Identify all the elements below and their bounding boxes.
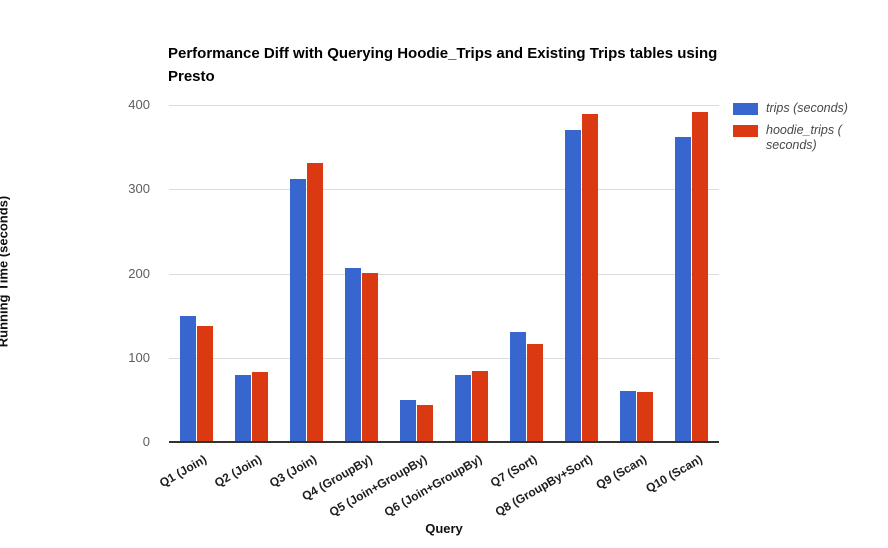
x-tick-label-q1-join: Q1 (Join) [157,452,210,491]
bar-hoodie-trips-q10-scan [692,111,708,442]
bar-trips-q1-join [180,315,196,442]
x-tick-label-q6-join-groupby: Q6 (Join+GroupBy) [381,452,485,520]
x-tick-label-q8-groupby-sort: Q8 (GroupBy+Sort) [492,452,595,519]
bar-hoodie-trips-q1-join [197,325,213,442]
bar-hoodie-trips-q8-groupby-sort [582,114,598,442]
bar-trips-q8-groupby-sort [565,130,581,442]
x-axis-line [169,441,719,443]
bar-trips-q3-join [290,179,306,442]
legend-label: trips (seconds) [766,101,848,115]
bar-trips-q4-groupby [345,267,361,442]
gridline-300 [169,189,719,191]
x-axis-title: Query [425,521,463,536]
legend-item-hoodie-trips: hoodie_trips (seconds) [733,123,873,153]
bar-hoodie-trips-q2-join [252,372,268,442]
bar-hoodie-trips-q9-scan [637,392,653,442]
gridline-200 [169,273,719,275]
legend: trips (seconds) hoodie_trips (seconds) [733,101,873,160]
y-tick-label-400: 400 [128,97,150,112]
legend-item-trips-seconds: trips (seconds) [733,101,873,116]
chart-title: Performance Diff with Querying Hoodie_Tr… [168,45,718,85]
y-axis-title: Running Time (seconds) [0,195,11,348]
bar-hoodie-trips-q5-join-groupby [417,404,433,442]
y-tick-label-300: 300 [128,181,150,197]
x-tick-label-q5-join-groupby: Q5 (Join+GroupBy) [326,452,430,520]
legend-swatch-trips [733,103,758,115]
bar-trips-q7-sort [510,332,526,442]
gridline-400 [169,105,719,106]
bar-trips-q5-join-groupby [400,399,416,442]
bar-hoodie-trips-q7-sort [527,344,543,442]
bar-trips-q10-scan [675,137,691,442]
legend-swatch-hoodie-trips [733,125,758,137]
bar-trips-q9-scan [620,391,636,442]
x-tick-label-q10-scan: Q10 (Scan) [643,452,705,496]
bar-hoodie-trips-q4-groupby [362,272,378,442]
bar-hoodie-trips-q6-join-groupby [472,371,488,442]
bar-hoodie-trips-q3-join [307,163,323,442]
gridline-100 [169,357,719,359]
y-tick-label-0: 0 [142,434,150,449]
plot-area: 0 100 200 300 400 Q1 (Join) Q2 (Join) Q3 (Join… [128,98,719,519]
bar-trips-q6-join-groupby [455,374,471,442]
y-tick-label-100: 100 [128,349,150,365]
x-tick-label-q2-join: Q2 (Join) [212,452,265,491]
y-tick-label-200: 200 [128,265,150,281]
x-tick-label-q9-scan: Q9 (Scan) [593,452,650,493]
bar-trips-q2-join [235,374,251,442]
legend-label: hoodie_trips (seconds) [766,123,842,152]
